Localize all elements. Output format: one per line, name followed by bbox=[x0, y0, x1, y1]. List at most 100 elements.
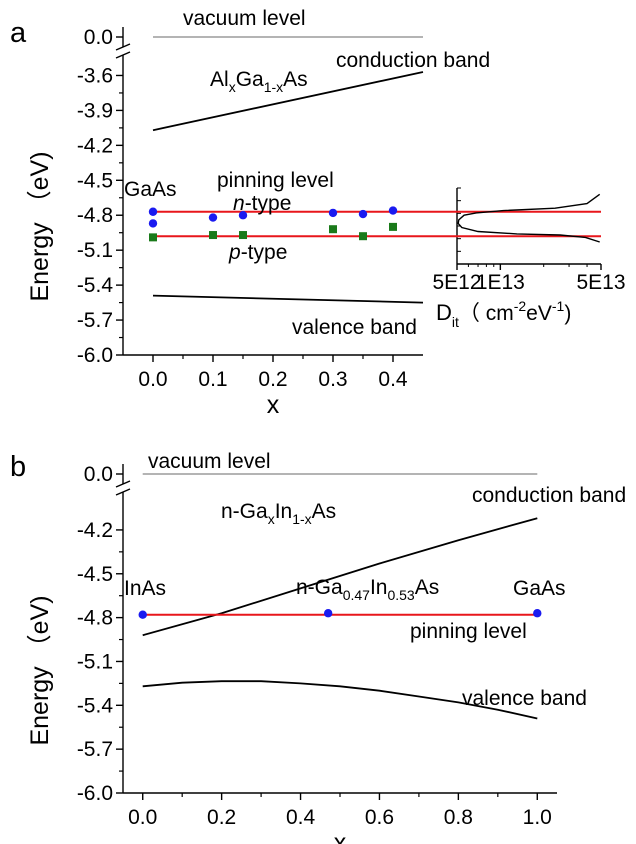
panel-b-marks bbox=[138, 473, 542, 720]
panel-b-alloy-label: n-GaxIn1-xAs bbox=[221, 500, 336, 527]
inset-x-label-sup1: -2 bbox=[514, 298, 527, 314]
y-tick-label: 0.0 bbox=[84, 463, 113, 486]
x-tick-label: 0.3 bbox=[318, 368, 347, 391]
n-type-point bbox=[138, 610, 147, 619]
panel-b-inas-label: InAs bbox=[124, 577, 166, 600]
x-tick-label: 0.8 bbox=[444, 806, 473, 829]
y-tick-label: -5.7 bbox=[77, 309, 113, 332]
p-type-point bbox=[359, 232, 367, 241]
x-tick-label: 0.0 bbox=[128, 806, 157, 829]
panel-b-vacuum-label: vacuum level bbox=[148, 450, 271, 473]
inset-x-tick-label: 5E12 bbox=[432, 271, 481, 294]
y-tick-label: -4.5 bbox=[77, 563, 113, 586]
panel-b-x-axis-label: x bbox=[334, 829, 347, 844]
panel-a-gaas-label: GaAs bbox=[124, 178, 177, 201]
y-tick-label: -5.1 bbox=[77, 650, 113, 673]
x-tick-label: 0.2 bbox=[207, 806, 236, 829]
y-tick-label: -5.4 bbox=[77, 274, 114, 297]
panel-b-pinning-label: pinning level bbox=[410, 620, 527, 643]
inset-x-label-sup2: -1 bbox=[552, 298, 565, 314]
panel-a-ntype-rest: -type bbox=[245, 192, 292, 215]
panel-a-alloy-end: As bbox=[283, 68, 308, 91]
inset-x-label-sub: it bbox=[452, 314, 459, 330]
panel-b-mid-alloy-sub2: 0.53 bbox=[387, 587, 414, 603]
panel-a-alloy-base: Al bbox=[210, 68, 229, 91]
inset-dit-curve bbox=[457, 193, 601, 243]
panel-a-ptype-italic: p bbox=[228, 241, 241, 264]
valence-band-line bbox=[152, 294, 424, 304]
y-tick-label: -5.4 bbox=[77, 694, 114, 717]
y-tick-label: -3.9 bbox=[77, 99, 113, 122]
inset-x-label-mid2: eV bbox=[526, 302, 552, 325]
panel-a-alloy-label: AlxGa1-xAs bbox=[210, 68, 308, 95]
x-tick-label: 0.1 bbox=[198, 368, 227, 391]
x-tick-label: 0.2 bbox=[258, 368, 287, 391]
panel-a-axes: -6.0 -5.7 -5.4 -5.1 -4.8 -4.5 -4.2 -3.9 -3.6 0.0 0… bbox=[77, 26, 423, 391]
conduction-band-line bbox=[152, 71, 424, 132]
n-type-point bbox=[388, 206, 398, 215]
axis-break-mark bbox=[115, 43, 131, 51]
y-tick-label: -4.8 bbox=[77, 204, 113, 227]
panel-a-ptype-rest: -type bbox=[241, 241, 288, 264]
panel-b-alloy-sub2: 1-x bbox=[292, 511, 311, 527]
p-type-point bbox=[209, 231, 217, 240]
y-tick-label: -4.5 bbox=[77, 169, 113, 192]
panel-b-gaas-label: GaAs bbox=[513, 577, 566, 600]
panel-b-valence-label: valence band bbox=[462, 687, 587, 710]
n-type-point bbox=[533, 609, 542, 618]
x-tick-label: 0.6 bbox=[365, 806, 394, 829]
n-type-point bbox=[208, 213, 218, 222]
x-tick-label: 0.4 bbox=[286, 806, 316, 829]
inset-x-tick-label: 1E13 bbox=[476, 271, 525, 294]
panel-a-alloy-mid: Ga bbox=[236, 68, 264, 91]
inset-x-axis-label: Dit（ cm-2eV-1) bbox=[436, 298, 571, 330]
panel-a-y-axis-label: Energy （eV) bbox=[26, 151, 54, 301]
panel-b-alloy-sub1: x bbox=[268, 511, 275, 527]
panel-b-alloy-end: As bbox=[312, 500, 337, 523]
y-tick-label: -4.2 bbox=[77, 519, 113, 542]
panel-b-mid-alloy-end: As bbox=[415, 576, 440, 599]
panel-b-alloy-mid: In bbox=[275, 500, 293, 523]
axis-break-mark bbox=[115, 488, 131, 496]
n-type-point bbox=[238, 211, 248, 220]
y-tick-label: -4.2 bbox=[77, 134, 113, 157]
n-type-point bbox=[358, 209, 368, 219]
inset-x-label-end: ) bbox=[564, 302, 571, 325]
y-tick-label: -6.0 bbox=[77, 344, 113, 367]
panel-a-label: a bbox=[10, 17, 27, 49]
y-tick-label: -6.0 bbox=[77, 782, 113, 805]
p-type-point bbox=[239, 231, 247, 240]
y-tick-label: 0.0 bbox=[84, 26, 113, 49]
inset-x-tick-label: 5E13 bbox=[576, 271, 625, 294]
n-type-point bbox=[323, 609, 333, 618]
inset-x-label-main: D bbox=[436, 300, 452, 325]
panel-a-vacuum-label: vacuum level bbox=[183, 7, 306, 30]
x-tick-label: 0.4 bbox=[378, 368, 408, 391]
inset-x-label-mid: （ cm bbox=[459, 302, 514, 325]
y-tick-label: -4.8 bbox=[77, 607, 113, 630]
axis-break-mark bbox=[115, 51, 131, 59]
y-tick-label: -3.6 bbox=[77, 64, 113, 87]
panel-b-mid-alloy-base: n-Ga bbox=[296, 576, 343, 599]
y-tick-label: -5.1 bbox=[77, 239, 113, 262]
n-type-point bbox=[148, 207, 158, 216]
panel-a-marks bbox=[148, 36, 424, 304]
panel-a-alloy-sub2: 1-x bbox=[264, 79, 283, 95]
panel-a: a -6.0 -5.7 -5.4 -5.1 -4.8 -4.5 -4.2 -3.9 -3.6 0.… bbox=[10, 7, 626, 419]
x-tick-label: 1.0 bbox=[523, 806, 552, 829]
panel-b: b -6.0 -5.7 -5.4 -5.1 -4.8 -4.5 -4.2 0.0 0.0 0.2 0… bbox=[10, 450, 626, 844]
panel-a-ntype-label: n-type bbox=[233, 192, 291, 215]
panel-a-x-axis-label: x bbox=[267, 391, 280, 419]
panel-b-label: b bbox=[10, 451, 26, 483]
n-type-point bbox=[328, 208, 338, 218]
axis-break-mark bbox=[115, 480, 131, 488]
conduction-band-line bbox=[142, 517, 538, 637]
valence-band-line bbox=[142, 680, 538, 720]
p-type-point bbox=[389, 222, 397, 231]
p-type-point bbox=[149, 233, 157, 242]
panel-a-ntype-italic: n bbox=[233, 192, 245, 215]
panel-a-conduction-label: conduction band bbox=[336, 49, 490, 72]
y-tick-label: -5.7 bbox=[77, 738, 113, 761]
panel-b-mid-alloy-mid: In bbox=[370, 576, 388, 599]
